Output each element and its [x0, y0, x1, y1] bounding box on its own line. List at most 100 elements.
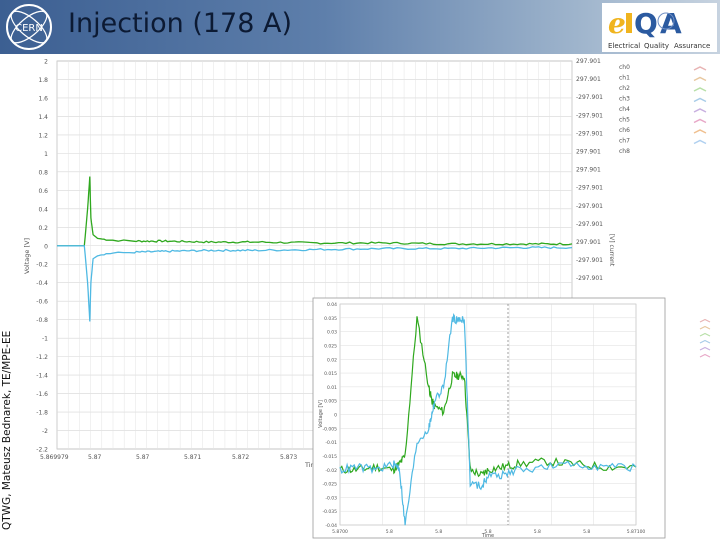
main-right-tick-label: 297.901 [576, 239, 601, 246]
inset-y-tick-label: -0.025 [322, 482, 337, 488]
main-legend-label: ch3 [619, 96, 630, 103]
main-right-axis-label: [V] current [608, 234, 615, 267]
elqa-sub-1: Electrical [608, 42, 640, 50]
main-legend-swatch [693, 97, 707, 103]
cern-logo: CERN [6, 4, 52, 50]
main-legend-label: ch0 [619, 64, 630, 71]
main-legend-label: ch4 [619, 106, 630, 113]
main-y-tick-label: 0 [44, 243, 48, 250]
svg-text:e: e [608, 7, 626, 40]
main-y-tick-label: 0.6 [38, 188, 48, 195]
main-legend-label: ch2 [619, 85, 630, 92]
header-banner [0, 0, 720, 54]
main-right-tick-label: -297.901 [576, 203, 603, 210]
main-x-axis-label: Time [304, 461, 321, 469]
elqa-logo-graphic: e Q A Electrical Quality Assurance [608, 7, 710, 50]
main-right-tick-label: 297.901 [576, 167, 601, 174]
main-legend-swatch [693, 139, 707, 145]
main-x-tick-label: 5.869979 [40, 454, 69, 461]
main-right-tick-label: 297.901 [576, 76, 601, 83]
main-legend-label: ch8 [619, 148, 630, 155]
main-series-green-line [57, 176, 573, 247]
main-y-axis-label: Voltage [V] [23, 238, 31, 274]
inset-y-tick-label: 0.02 [327, 357, 337, 363]
main-legend-label: ch7 [619, 138, 630, 145]
main-legend-swatch [693, 129, 707, 134]
main-y-tick-label: 2 [44, 59, 48, 66]
inset-x-tick-label: 5.8 [583, 529, 590, 535]
main-y-tick-label: -1 [42, 336, 48, 343]
main-y-tick-label: -0.4 [36, 280, 48, 287]
inset-y-tick-label: 0 [334, 413, 337, 419]
main-y-tick-label: -0.6 [36, 299, 48, 306]
elqa-sub-2: Quality [644, 42, 669, 50]
main-series-cyan-line [57, 245, 573, 322]
main-y-tick-label: -1.2 [36, 354, 48, 361]
inset-y-tick-label: 0.01 [327, 385, 337, 391]
main-x-tick-label: 5.87 [136, 454, 150, 461]
main-x-tick-label: 5.871 [184, 454, 201, 461]
inset-x-axis-label: Time [481, 533, 494, 539]
inset-x-tick-label: 5.8 [435, 529, 442, 535]
inset-legend-swatch [699, 339, 711, 344]
main-legend-swatch [693, 87, 707, 92]
inset-y-tick-label: -0.015 [322, 454, 337, 460]
main-y-tick-label: -0.8 [36, 317, 48, 324]
inset-x-tick-label: 5.8700 [332, 529, 348, 535]
main-y-tick-label: -2 [42, 428, 48, 435]
inset-series-cyan-line [339, 313, 637, 526]
main-y-tick-label: -1.6 [36, 391, 48, 398]
elqa-sub-3: Assurance [674, 42, 710, 50]
inset-legend-swatch [699, 318, 711, 323]
main-y-tick-label: 1.2 [38, 132, 48, 139]
inset-legend-swatch [699, 353, 711, 358]
inset-y-tick-label: -0.04 [325, 523, 337, 529]
main-legend-label: ch1 [619, 75, 630, 82]
main-legend-swatch [693, 108, 707, 113]
inset-x-tick-label: 5.8 [534, 529, 541, 535]
inset-legend-swatch [699, 325, 711, 330]
main-x-tick-label: 5.87 [88, 454, 102, 461]
main-legend-swatch [693, 76, 707, 82]
main-right-tick-label: -297.901 [576, 257, 603, 264]
main-y-tick-label: 0.8 [38, 169, 48, 176]
main-y-tick-label: 1.6 [38, 95, 48, 102]
main-legend-swatch [693, 118, 707, 124]
svg-text:Q: Q [634, 7, 658, 40]
inset-y-tick-label: 0.015 [324, 371, 337, 377]
elqa-logo: e Q A Electrical Quality Assurance [602, 3, 717, 52]
main-right-tick-label: 297.901 [576, 58, 601, 65]
inset-y-tick-label: -0.03 [325, 495, 337, 501]
cern-logo-text: CERN [15, 23, 43, 34]
main-x-tick-label: 5.873 [280, 454, 297, 461]
main-y-tick-label: 0.4 [38, 206, 48, 213]
main-right-tick-label: -297.901 [576, 94, 603, 101]
main-x-tick-label: 5.872 [232, 454, 249, 461]
inset-y-tick-label: -0.02 [325, 468, 337, 474]
main-legend-label: ch5 [619, 117, 630, 124]
inset-x-tick-label: 5.8 [386, 529, 393, 535]
main-y-tick-label: 1.8 [38, 77, 48, 84]
inset-series-green-line [339, 316, 637, 478]
svg-text:A: A [660, 7, 682, 40]
main-right-tick-label: 297.901 [576, 149, 601, 156]
inset-y-tick-label: -0.01 [325, 440, 337, 446]
main-right-tick-label: -297.901 [576, 275, 603, 282]
inset-y-tick-label: 0.035 [324, 316, 337, 322]
inset-y-tick-label: 0.025 [324, 343, 337, 349]
main-y-tick-label: -1.8 [36, 410, 48, 417]
inset-y-tick-label: 0.04 [327, 302, 337, 308]
main-y-tick-label: -1.4 [36, 373, 48, 380]
inset-y-tick-label: 0.03 [327, 330, 337, 336]
inset-x-tick-label: 5.87100 [627, 529, 646, 535]
main-y-tick-label: -0.2 [36, 262, 48, 269]
inset-y-tick-label: -0.005 [322, 426, 337, 432]
main-right-tick-label: -297.901 [576, 112, 603, 119]
main-right-tick-label: -297.901 [576, 185, 603, 192]
inset-x-tick-label: 5.8 [484, 529, 491, 535]
inset-legend-swatch [699, 346, 711, 351]
main-y-tick-label: 1.4 [38, 114, 48, 121]
page-title: Injection (178 A) [68, 8, 292, 39]
inset-legend-swatch [699, 332, 711, 337]
